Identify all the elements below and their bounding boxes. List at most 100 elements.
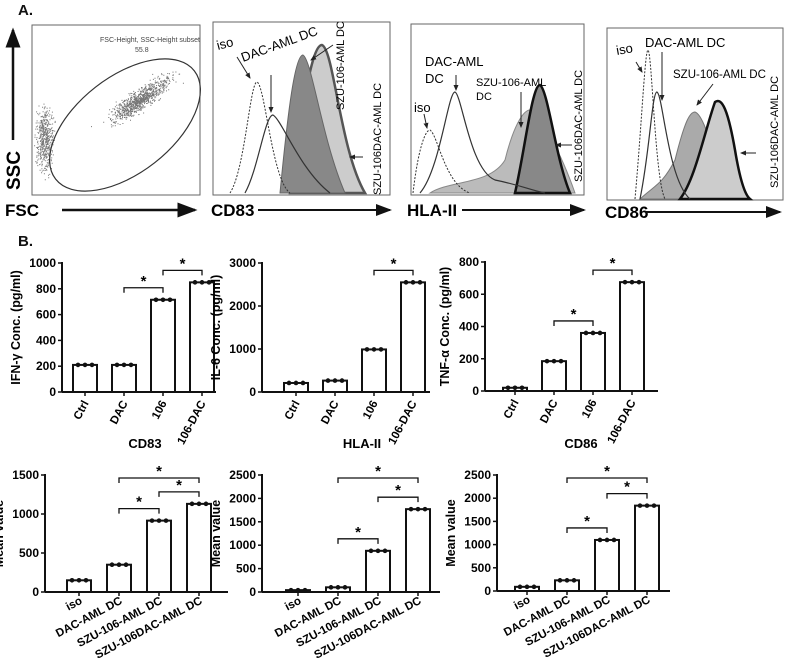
replicate-point [128, 362, 134, 368]
significance-label: * [141, 273, 147, 290]
replicate-point [75, 362, 81, 368]
arrow [310, 44, 334, 61]
replicate-point [89, 362, 95, 368]
label-dac: DAC-AML [425, 54, 484, 69]
bar-chart-3: 0 200 400 600 800 TNF-α Conc. (pg/ml) Ctrl DAC 1… [438, 255, 658, 446]
significance-bracket [566, 527, 608, 533]
replicate-point [206, 280, 212, 285]
x-tick-label: SZU-106-AML DC [75, 595, 164, 650]
label-iso: iso [615, 40, 634, 58]
replicate-point [328, 585, 334, 590]
significance-bracket [158, 491, 200, 497]
significance-bracket [118, 507, 160, 514]
y-tick-label: 500 [471, 561, 491, 575]
scatter-dots [34, 71, 184, 181]
arrow [696, 83, 714, 106]
x-tick-label: 106-DAC [176, 399, 209, 447]
replicate-point [422, 506, 428, 512]
bar [594, 538, 620, 593]
y-tick-label: 0 [32, 585, 39, 599]
label-dac-2: DC [425, 71, 444, 86]
label-szu-106: SZU-106-AML DC [673, 69, 766, 81]
replicate-point [167, 297, 173, 303]
y-axis-label: Mean value [0, 500, 6, 567]
significance-label: * [610, 255, 616, 272]
x-tick-label: DAC-AML DC [273, 595, 343, 640]
arrow [423, 113, 429, 129]
y-tick-label: 2000 [229, 491, 256, 505]
x-tick-label: DAC [319, 399, 341, 427]
y-axis-label: Mean value [209, 500, 223, 567]
y-tick-label: 1500 [229, 515, 256, 529]
cd86-axis-label: CD86 [605, 203, 648, 222]
gate-name: FSC-Height, SSC-Height subset [100, 37, 200, 44]
significance-label: * [395, 482, 401, 499]
replicate-point [203, 501, 209, 507]
y-tick-label: 400 [36, 333, 56, 347]
y-tick-label: 1000 [464, 538, 491, 552]
bar [634, 504, 660, 592]
y-tick-label: 800 [36, 282, 56, 296]
replicate-point [76, 578, 82, 583]
replicate-point [69, 578, 75, 583]
y-tick-label: 1500 [12, 468, 39, 482]
y-tick-label: 2500 [229, 468, 256, 482]
curve-dac [244, 114, 331, 194]
chart-title: HLA-II [343, 436, 381, 451]
bar [285, 589, 311, 593]
y-tick-label: 200 [36, 359, 56, 373]
replicate-point [622, 279, 628, 285]
bar [325, 586, 351, 594]
chart-title: CD86 [564, 436, 597, 451]
replicate-point [651, 503, 657, 508]
x-tick-label: Ctrl [502, 398, 522, 421]
x-tick-label: DAC-AML DC [54, 595, 124, 640]
significance-label: * [180, 255, 186, 272]
significance-label: * [391, 255, 397, 272]
replicate-point [192, 280, 198, 285]
y-tick-label: 500 [236, 562, 256, 576]
y-tick-label: 500 [19, 546, 39, 560]
y-axis-label: IFN-γ Conc. (pg/ml) [9, 270, 23, 385]
x-tick-label: Ctrl [283, 399, 303, 422]
significance-bracket [566, 477, 648, 483]
curve-iso [412, 129, 471, 194]
replicate-point [293, 380, 299, 386]
replicate-point [295, 587, 301, 593]
replicate-point [557, 578, 563, 583]
x-tick-label: Ctrl [72, 399, 92, 422]
replicate-point [288, 587, 294, 593]
significance-label: * [375, 463, 381, 480]
bar [502, 386, 528, 392]
significance-label: * [156, 463, 162, 480]
bar [186, 502, 212, 593]
bar [405, 508, 431, 593]
panel-b-label: B. [18, 233, 33, 250]
replicate-point [153, 297, 159, 303]
significance-bracket [377, 496, 419, 503]
y-tick-label: 1000 [229, 538, 256, 552]
replicate-point [604, 537, 610, 543]
replicate-point [121, 362, 127, 368]
curve-iso [634, 49, 666, 200]
hla-ii-axis-label: HLA-II [407, 201, 457, 220]
label-iso: iso [414, 100, 431, 115]
replicate-point [531, 584, 537, 590]
replicate-point [286, 380, 292, 386]
bar [146, 519, 172, 594]
y-tick-label: 0 [472, 384, 479, 398]
flow-cytometry-panels: FSC-Height, SSC-Height subset 55.8 SSC F… [4, 21, 784, 222]
y-tick-label: 1000 [29, 256, 56, 270]
replicate-point [544, 358, 550, 364]
replicate-point [611, 537, 617, 543]
label-dac: DAC-AML DC [645, 35, 725, 50]
y-tick-label: 2500 [464, 468, 491, 482]
replicate-point [583, 330, 589, 336]
panel-a-label: A. [18, 2, 33, 19]
replicate-point [123, 562, 129, 567]
label-szu-106dac: SZU-106DAC-AML DC [372, 83, 384, 195]
replicate-point [300, 380, 306, 386]
replicate-point [335, 585, 341, 590]
bar [580, 331, 606, 393]
y-tick-label: 800 [459, 255, 479, 269]
